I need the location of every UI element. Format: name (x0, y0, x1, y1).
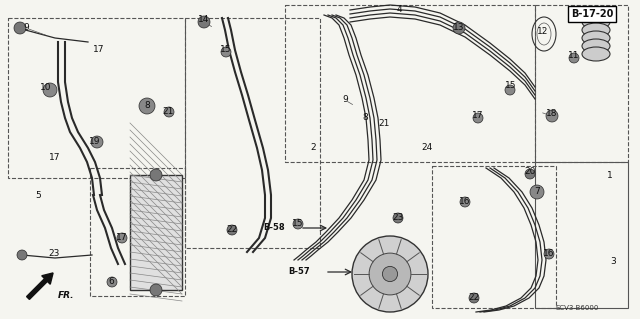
Text: B-17-20: B-17-20 (571, 9, 613, 19)
Circle shape (393, 213, 403, 223)
Bar (130, 175, 182, 290)
Text: 12: 12 (538, 27, 548, 36)
Ellipse shape (582, 23, 610, 37)
Text: B-58: B-58 (264, 224, 285, 233)
Text: 20: 20 (524, 167, 536, 176)
Circle shape (505, 85, 515, 95)
Circle shape (221, 47, 231, 57)
Text: 17: 17 (472, 112, 484, 121)
Circle shape (17, 250, 27, 260)
Text: 7: 7 (534, 188, 540, 197)
Text: 18: 18 (547, 109, 557, 118)
Text: 5: 5 (35, 191, 41, 201)
Text: 15: 15 (220, 46, 232, 55)
Circle shape (546, 110, 558, 122)
Bar (185, 18, 320, 248)
Circle shape (352, 236, 428, 312)
Circle shape (569, 53, 579, 63)
Text: 21: 21 (378, 120, 390, 129)
Circle shape (383, 266, 397, 282)
Circle shape (117, 233, 127, 243)
Text: 17: 17 (116, 234, 128, 242)
Text: 15: 15 (505, 81, 516, 91)
Text: 1: 1 (607, 170, 613, 180)
Circle shape (453, 22, 465, 34)
Ellipse shape (582, 39, 610, 53)
Ellipse shape (582, 31, 610, 45)
Text: 4: 4 (396, 5, 402, 14)
Bar (535, 5, 628, 162)
Text: 3: 3 (610, 257, 616, 266)
Circle shape (525, 169, 535, 179)
Bar (285, 5, 535, 162)
Text: 24: 24 (421, 144, 433, 152)
Text: 9: 9 (342, 95, 348, 105)
Circle shape (164, 107, 174, 117)
Text: 6: 6 (108, 278, 114, 286)
Ellipse shape (582, 15, 610, 29)
Circle shape (293, 219, 303, 229)
Text: 9: 9 (23, 24, 29, 33)
Circle shape (198, 16, 210, 28)
Circle shape (107, 277, 117, 287)
Circle shape (469, 293, 479, 303)
Text: 15: 15 (292, 219, 304, 228)
Circle shape (139, 98, 155, 114)
Text: 10: 10 (40, 84, 52, 93)
Bar (432, 166, 556, 308)
Text: 16: 16 (460, 197, 471, 206)
Circle shape (150, 169, 162, 181)
FancyArrow shape (27, 273, 53, 300)
Text: 22: 22 (227, 226, 237, 234)
Text: 8: 8 (362, 114, 368, 122)
Bar (535, 162, 628, 308)
Text: 17: 17 (49, 153, 61, 162)
Circle shape (91, 136, 103, 148)
Circle shape (227, 225, 237, 235)
Bar (90, 168, 185, 296)
Circle shape (460, 197, 470, 207)
Bar (8, 18, 185, 178)
Text: 19: 19 (89, 137, 100, 146)
Text: SCV3-B6000: SCV3-B6000 (556, 305, 598, 311)
Circle shape (369, 253, 411, 295)
Text: 21: 21 (163, 108, 173, 116)
Text: 14: 14 (198, 16, 210, 25)
Circle shape (473, 113, 483, 123)
Circle shape (14, 22, 26, 34)
Ellipse shape (582, 47, 610, 61)
Text: 2: 2 (310, 144, 316, 152)
Text: 23: 23 (392, 213, 404, 222)
Text: 16: 16 (543, 249, 555, 258)
Text: 23: 23 (48, 249, 60, 258)
Text: 11: 11 (568, 51, 580, 61)
Text: B-57: B-57 (289, 268, 310, 277)
Text: 13: 13 (453, 24, 465, 33)
Circle shape (530, 185, 544, 199)
Circle shape (43, 83, 57, 97)
Text: 22: 22 (468, 293, 479, 302)
Text: 8: 8 (144, 101, 150, 110)
Circle shape (150, 284, 162, 296)
Text: 17: 17 (93, 46, 105, 55)
Circle shape (544, 249, 554, 259)
Text: FR.: FR. (58, 291, 74, 300)
